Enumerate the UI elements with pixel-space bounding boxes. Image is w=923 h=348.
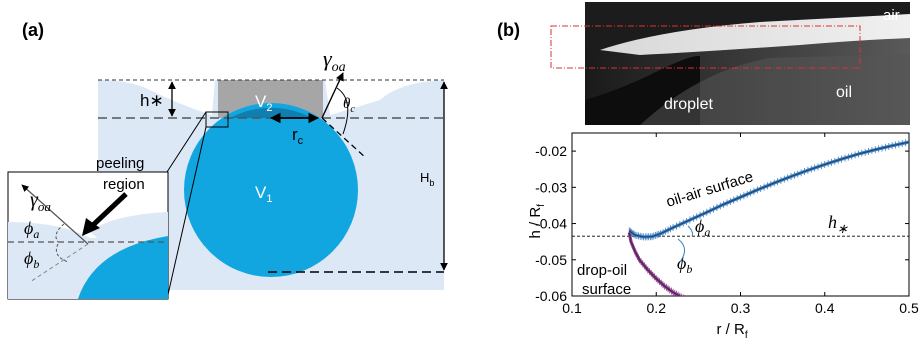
photo-air-label: air: [883, 7, 900, 24]
phi-b-plot-label: ϕb: [677, 253, 692, 276]
theta-c-label: θc: [343, 96, 355, 115]
series-core-0: [628, 141, 909, 238]
photo-oil-label: oil: [836, 84, 852, 101]
x-tick-label: 0.4: [815, 300, 835, 316]
y-tick-label: -0.03: [535, 179, 567, 195]
inset: γoa ϕa ϕb: [7, 171, 169, 300]
x-tick-label: 0.1: [562, 300, 582, 316]
peeling-label-line2: region: [103, 176, 145, 193]
y-axis-label: h / Rf: [527, 204, 547, 239]
photo-roi-box: [550, 25, 861, 69]
y-tick-label: -0.04: [535, 216, 567, 232]
photo-droplet-label: droplet: [664, 96, 713, 113]
rc-label: rc: [292, 125, 304, 147]
x-tick-label: 0.5: [899, 300, 919, 316]
panel-a-diagram: h∗ Hb V2 V1 rc γoa θc: [7, 46, 448, 300]
y-tick-label: -0.02: [535, 143, 567, 159]
peeling-label-line1: peeling: [96, 155, 144, 172]
drop-oil-label-line1: drop-oil: [577, 262, 627, 279]
v1-label: V1: [255, 183, 272, 205]
photo: air oil droplet: [550, 2, 910, 125]
x-tick-label: 0.2: [647, 300, 667, 316]
y-tick-label: -0.05: [535, 252, 567, 268]
hb-label: Hb: [420, 170, 434, 188]
phi-b-label: ϕb: [24, 248, 39, 271]
inset-gamma-label: γoa: [30, 189, 51, 214]
phi-a-plot-label: ϕa: [695, 216, 710, 239]
chart: 0.1 0.2 0.3 0.4 0.5 -0.06 -0.05 -0.04 -0.03 -0.0…: [527, 132, 919, 341]
droplet-v1: [184, 103, 358, 277]
gamma-oa-label: γoa: [323, 46, 346, 75]
drop-oil-label-line2: surface: [582, 281, 631, 298]
h-star-label: h∗: [140, 91, 164, 110]
zoom-box: [205, 111, 229, 128]
series-core-1: [628, 232, 681, 296]
plot-frame: [571, 132, 910, 297]
x-axis-label: r / Rf: [717, 321, 748, 341]
panel-a-tag: (a): [22, 20, 44, 40]
h-star-plot-label: h∗: [828, 212, 848, 236]
phi-a-label: ϕa: [24, 218, 39, 241]
x-tick-label: 0.3: [731, 300, 751, 316]
y-tick-label: -0.06: [535, 288, 567, 304]
v2-label: V2: [255, 92, 272, 114]
panel-b-tag: (b): [497, 20, 520, 40]
